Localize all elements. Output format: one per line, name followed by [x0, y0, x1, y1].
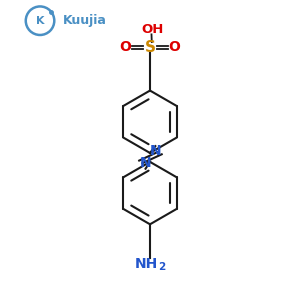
Text: Kuujia: Kuujia: [63, 14, 107, 27]
Text: S: S: [145, 40, 155, 55]
Text: OH: OH: [142, 22, 164, 35]
Text: NH: NH: [135, 257, 158, 272]
Text: O: O: [169, 40, 181, 55]
Text: K: K: [36, 16, 44, 26]
Text: O: O: [119, 40, 131, 55]
Text: 2: 2: [158, 262, 165, 272]
Text: N: N: [140, 156, 152, 170]
Text: N: N: [149, 145, 161, 158]
